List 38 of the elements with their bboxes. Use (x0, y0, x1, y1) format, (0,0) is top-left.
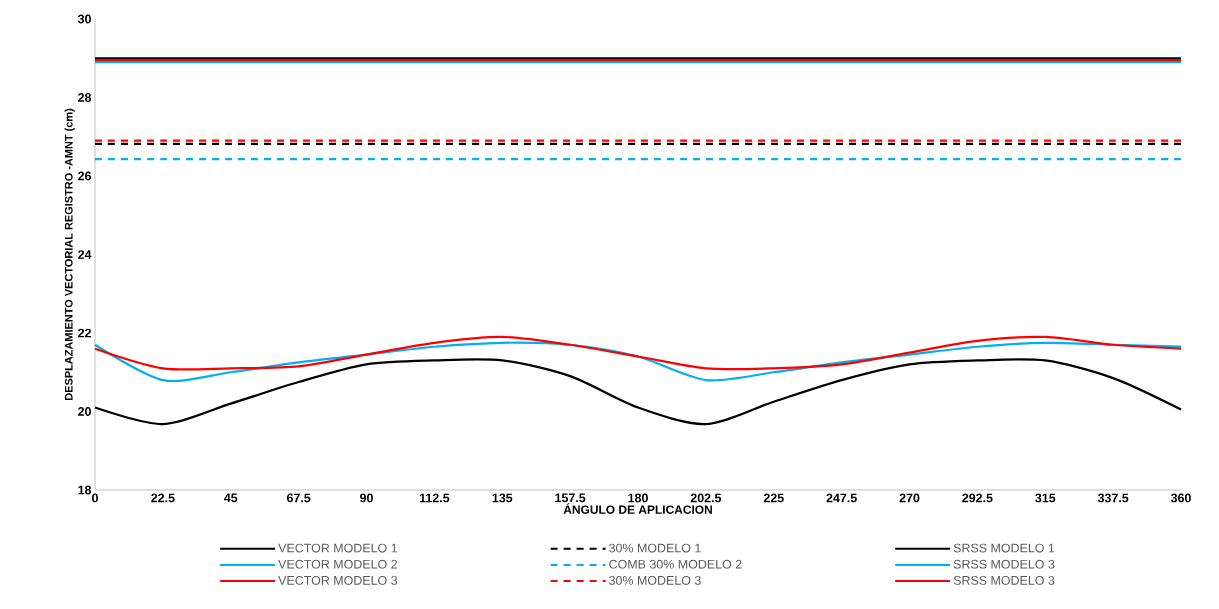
x-tick-label: 337.5 (1097, 493, 1129, 503)
legend-label: VECTOR MODELO 2 (278, 559, 397, 569)
y-tick-label: 18 (78, 485, 92, 495)
line-series (93, 358, 1183, 426)
y-tick-label: 26 (78, 171, 92, 181)
x-tick-label: 90 (360, 493, 373, 503)
x-tick-label: 112.5 (419, 493, 450, 503)
x-tick-label: 292.5 (962, 493, 993, 503)
legend-label: COMB 30% MODELO 2 (609, 559, 742, 569)
x-tick-label: 67.5 (286, 493, 311, 503)
y-tick-label: 20 (78, 407, 91, 416)
x-tick-label: 270 (899, 493, 920, 503)
x-tick-label: 157.5 (555, 493, 586, 503)
x-tick-label: 22.5 (151, 493, 175, 503)
x-tick-label: 247.5 (826, 493, 857, 503)
y-axis-title: DESPLAZAMIENTO VECTORIAL REGISTRO -AMNT (cm) (64, 108, 75, 400)
y-tick-label: 28 (78, 93, 92, 102)
legend-label: VECTOR MODELO 3 (278, 575, 398, 585)
legend-label: SRSS MODELO 1 (953, 543, 1055, 553)
x-axis-title: ÁNGULO DE APLICACION (563, 503, 712, 514)
x-tick-label: 45 (224, 493, 238, 503)
legend-label: SRSS MODELO 3 (953, 575, 1055, 585)
x-tick-label: 202.5 (690, 493, 722, 503)
legend-label: SRSS MODELO 3 (953, 559, 1055, 569)
legend-label: 30% MODELO 1 (609, 543, 701, 553)
x-tick-label: 360 (1170, 493, 1191, 503)
y-tick-label: 22 (78, 328, 91, 338)
x-tick-label: 0 (92, 493, 98, 503)
x-tick-label: 225 (763, 493, 784, 503)
y-tick-label: 30 (77, 14, 91, 24)
legend-label: 30% MODELO 3 (609, 575, 701, 585)
x-tick-label: 135 (492, 493, 513, 503)
x-tick-label: 180 (628, 493, 648, 503)
x-tick-label: 315 (1035, 493, 1056, 503)
legend-label: VECTOR MODELO 1 (278, 543, 397, 553)
y-tick-label: 24 (78, 250, 92, 259)
line-series (93, 341, 1183, 382)
line-series (93, 335, 1183, 371)
